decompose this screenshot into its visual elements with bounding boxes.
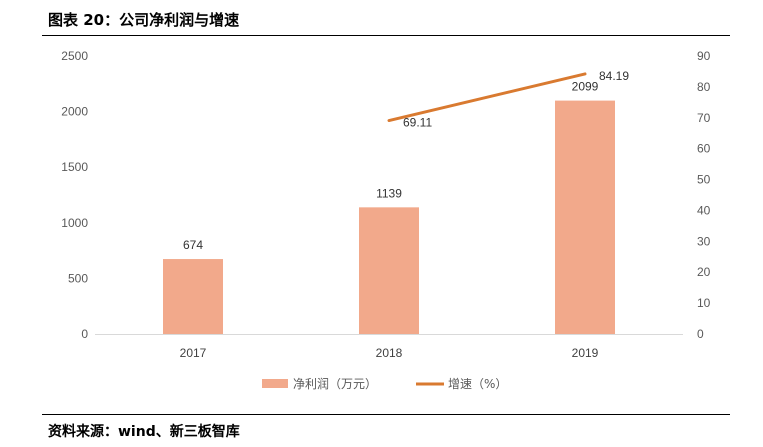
left-axis: 0 500 1000 1500 2000 2500 — [61, 49, 88, 341]
x-axis-tick: 2018 — [376, 346, 403, 360]
x-axis: 2017 2018 2019 — [180, 346, 599, 360]
left-axis-tick: 2500 — [61, 49, 88, 63]
line-data-label: 69.11 — [403, 116, 432, 130]
left-axis-tick: 500 — [68, 271, 88, 285]
line-series: 69.11 84.19 — [387, 69, 629, 130]
x-axis-tick: 2017 — [180, 346, 207, 360]
right-axis-tick: 80 — [697, 80, 711, 94]
title-divider — [42, 35, 730, 36]
growth-line — [387, 72, 587, 123]
right-axis-tick: 90 — [697, 49, 711, 63]
legend-bar-label: 净利润（万元） — [293, 377, 377, 391]
left-axis-tick: 1500 — [61, 160, 88, 174]
right-axis-tick: 40 — [697, 203, 711, 217]
right-axis-tick: 10 — [697, 296, 711, 310]
line-data-label: 84.19 — [599, 69, 629, 83]
right-axis-tick: 60 — [697, 142, 711, 156]
bar-2019 — [555, 100, 615, 334]
bar-data-label: 2099 — [572, 80, 599, 94]
bar-2017 — [163, 259, 223, 334]
source-note: 资料来源：wind、新三板智库 — [48, 424, 240, 440]
right-axis-tick: 70 — [697, 111, 711, 125]
right-axis-tick: 50 — [697, 173, 711, 187]
right-axis-tick: 30 — [697, 234, 711, 248]
left-axis-tick: 2000 — [61, 105, 88, 119]
bar-data-label: 674 — [183, 238, 203, 252]
left-axis-tick: 0 — [81, 327, 88, 341]
right-axis-tick: 20 — [697, 265, 711, 279]
bar-series: 674 1139 2099 — [163, 80, 615, 334]
source-divider — [42, 414, 730, 415]
right-axis-tick: 0 — [697, 327, 704, 341]
left-axis-tick: 1000 — [61, 216, 88, 230]
figure-title: 图表 20：公司净利润与增速 — [48, 11, 240, 29]
legend-line-label: 增速（%） — [448, 377, 507, 391]
x-axis-tick: 2019 — [572, 346, 599, 360]
legend: 净利润（万元） 增速（%） — [262, 377, 507, 391]
legend-bar-swatch — [262, 379, 288, 388]
bar-2018 — [359, 207, 419, 334]
bar-data-label: 1139 — [376, 186, 402, 200]
right-axis: 0 10 20 30 40 50 60 70 80 90 — [697, 49, 711, 341]
